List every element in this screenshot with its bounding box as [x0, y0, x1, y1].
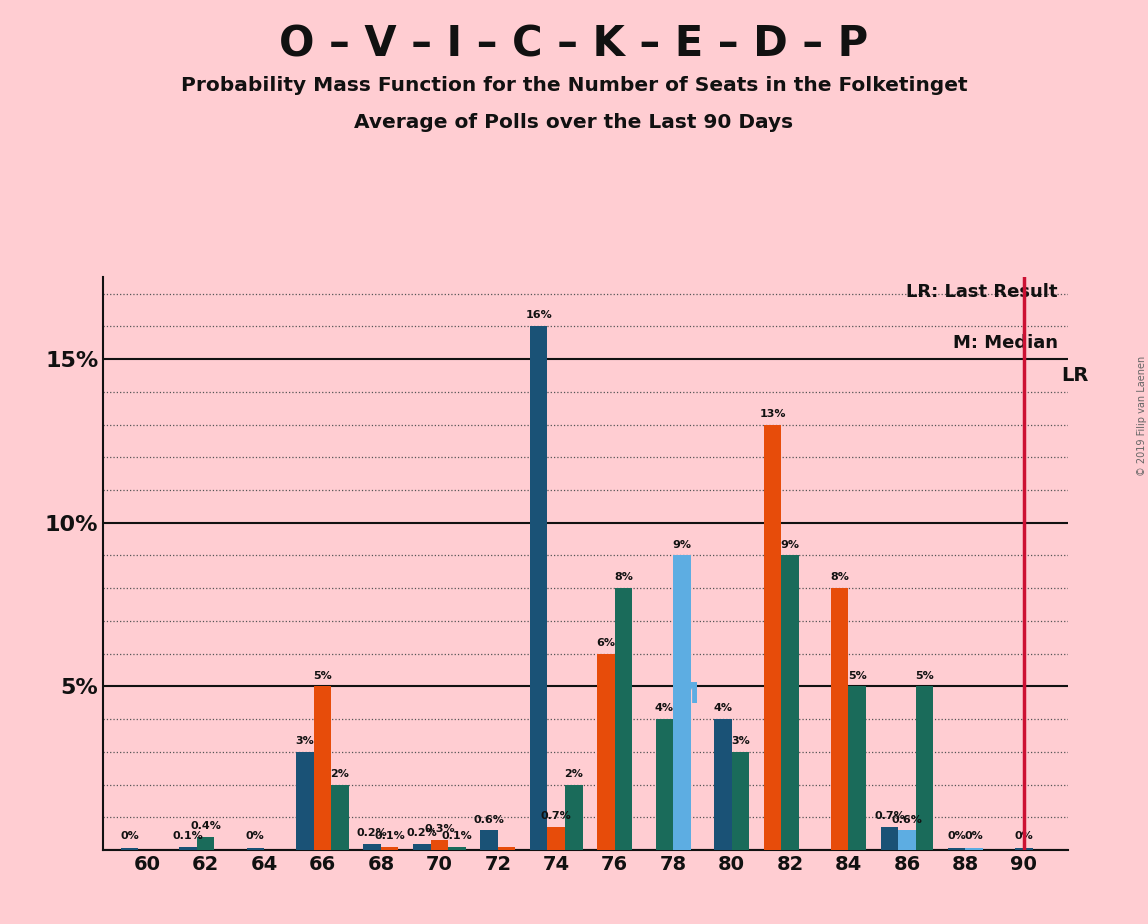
Bar — [121, 848, 139, 850]
Bar — [831, 589, 848, 850]
Text: 5%: 5% — [915, 671, 933, 680]
Text: M: M — [672, 681, 699, 710]
Text: 4%: 4% — [654, 703, 674, 713]
Text: Average of Polls over the Last 90 Days: Average of Polls over the Last 90 Days — [355, 113, 793, 132]
Text: 5%: 5% — [848, 671, 867, 680]
Bar — [296, 752, 313, 850]
Bar — [916, 687, 933, 850]
Text: O – V – I – C – K – E – D – P: O – V – I – C – K – E – D – P — [279, 23, 869, 65]
Text: 0.6%: 0.6% — [892, 815, 922, 824]
Bar — [381, 846, 398, 850]
Bar — [763, 424, 782, 850]
Text: 3%: 3% — [731, 736, 750, 746]
Bar — [731, 752, 750, 850]
Bar — [965, 848, 983, 850]
Text: 2%: 2% — [565, 769, 583, 779]
Bar — [948, 848, 965, 850]
Text: M: Median: M: Median — [953, 334, 1058, 352]
Bar — [597, 653, 614, 850]
Bar — [881, 827, 898, 850]
Bar — [179, 846, 196, 850]
Bar — [498, 846, 515, 850]
Text: 0%: 0% — [246, 831, 265, 841]
Text: 3%: 3% — [295, 736, 315, 746]
Bar — [480, 831, 498, 850]
Bar — [430, 840, 448, 850]
Text: 4%: 4% — [713, 703, 732, 713]
Text: 0.7%: 0.7% — [874, 811, 905, 821]
Text: 9%: 9% — [781, 540, 799, 550]
Text: 0.7%: 0.7% — [541, 811, 572, 821]
Text: 6%: 6% — [597, 638, 615, 648]
Text: 0%: 0% — [964, 831, 984, 841]
Text: 2%: 2% — [331, 769, 349, 779]
Bar — [448, 846, 466, 850]
Text: LR: Last Result: LR: Last Result — [907, 283, 1058, 301]
Text: 0%: 0% — [121, 831, 139, 841]
Bar — [848, 687, 866, 850]
Text: 0.3%: 0.3% — [424, 824, 455, 834]
Bar — [196, 837, 215, 850]
Bar — [247, 848, 264, 850]
Text: © 2019 Filip van Laenen: © 2019 Filip van Laenen — [1138, 356, 1147, 476]
Text: 5%: 5% — [313, 671, 332, 680]
Bar — [548, 827, 565, 850]
Text: 0.4%: 0.4% — [191, 821, 222, 831]
Bar — [673, 555, 691, 850]
Bar — [313, 687, 332, 850]
Bar — [714, 719, 731, 850]
Bar — [782, 555, 799, 850]
Text: 0.1%: 0.1% — [172, 831, 203, 841]
Text: 0%: 0% — [947, 831, 965, 841]
Text: 0.1%: 0.1% — [374, 831, 405, 841]
Bar — [364, 844, 381, 850]
Bar — [332, 784, 349, 850]
Text: Probability Mass Function for the Number of Seats in the Folketinget: Probability Mass Function for the Number… — [180, 76, 968, 95]
Text: 8%: 8% — [614, 572, 633, 582]
Text: 0.2%: 0.2% — [406, 828, 437, 838]
Text: LR: LR — [1061, 366, 1088, 385]
Bar — [530, 326, 548, 850]
Text: 9%: 9% — [673, 540, 691, 550]
Text: 16%: 16% — [526, 310, 552, 321]
Text: 0.2%: 0.2% — [357, 828, 388, 838]
Bar — [898, 831, 916, 850]
Bar — [1015, 848, 1032, 850]
Text: 8%: 8% — [830, 572, 850, 582]
Bar — [614, 589, 633, 850]
Text: 0%: 0% — [1015, 831, 1033, 841]
Text: 13%: 13% — [759, 408, 785, 419]
Text: 0.6%: 0.6% — [474, 815, 504, 824]
Bar — [413, 844, 430, 850]
Text: 0.1%: 0.1% — [442, 831, 472, 841]
Bar — [656, 719, 673, 850]
Bar — [565, 784, 582, 850]
